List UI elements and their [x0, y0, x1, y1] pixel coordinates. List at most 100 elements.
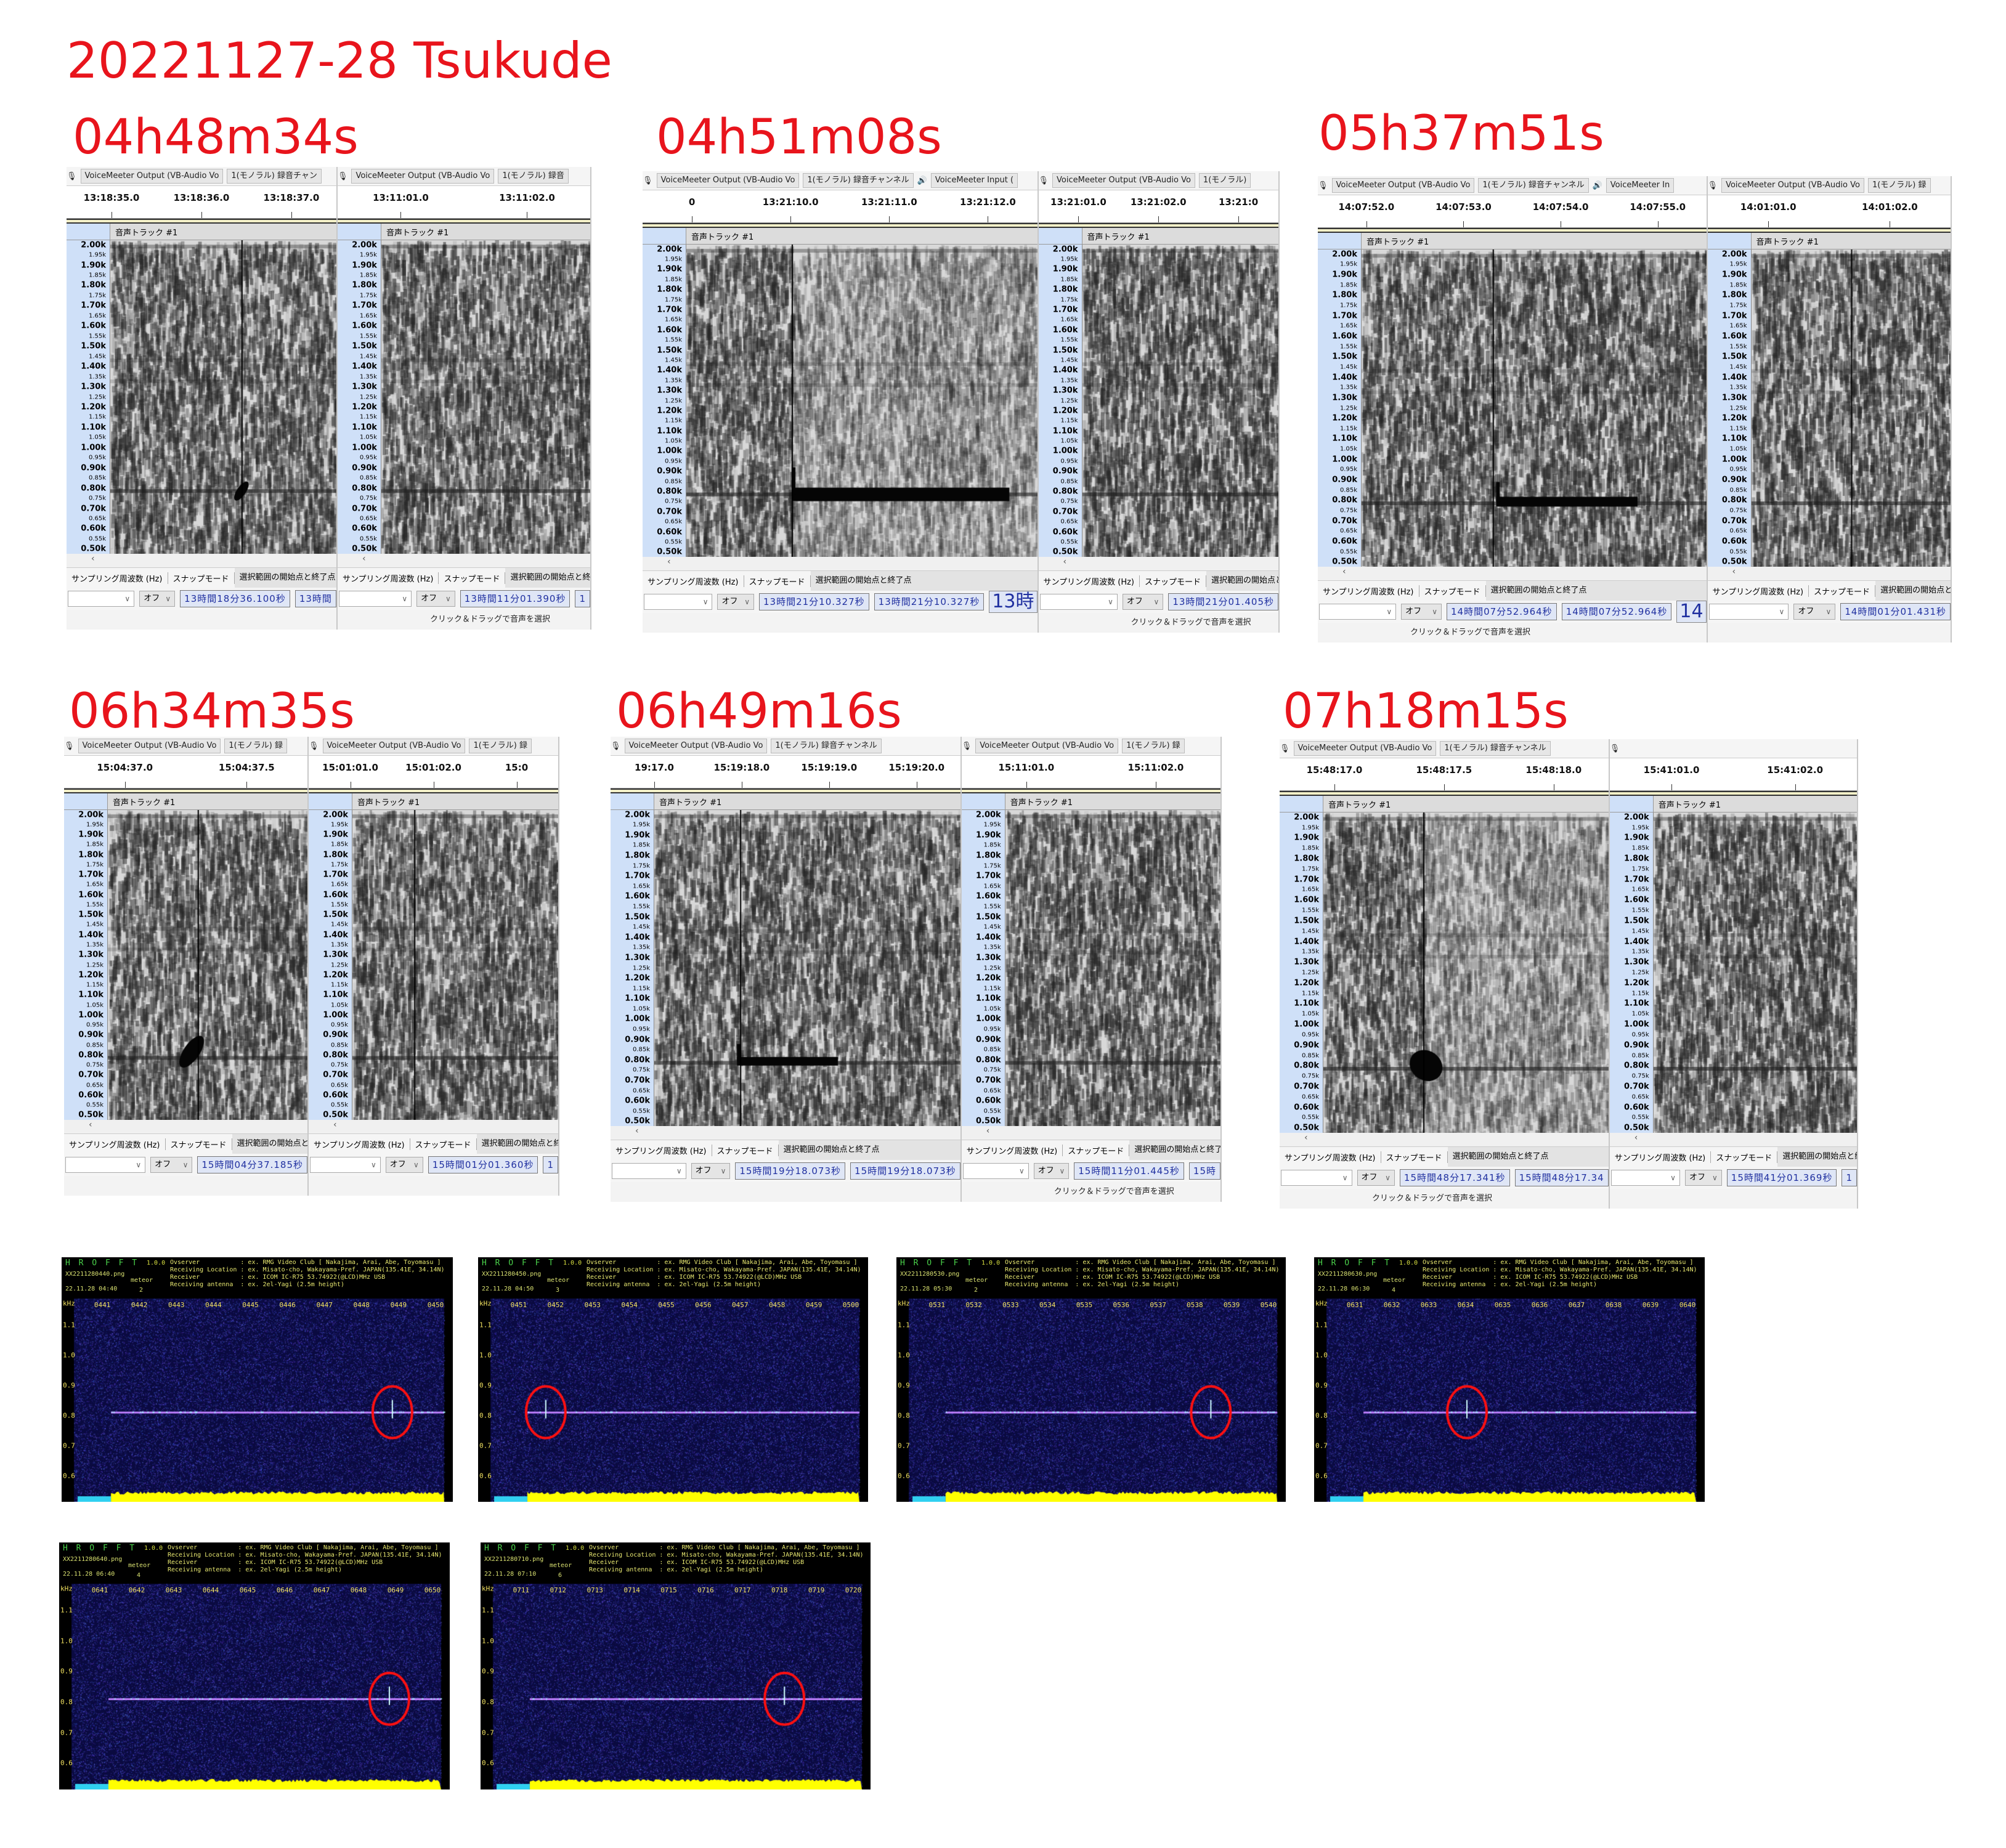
output-device-select[interactable]: VoiceMeeter In [1606, 178, 1675, 193]
spectrogram[interactable] [110, 240, 336, 554]
spectrogram[interactable] [1323, 813, 1609, 1133]
sample-rate-select[interactable] [68, 591, 135, 607]
horizontal-scrollbar[interactable]: ‹ [611, 1126, 960, 1140]
track-control[interactable] [961, 793, 1005, 809]
sample-rate-select[interactable] [65, 1157, 146, 1173]
timeline-ruler[interactable]: 0 13:21:10.0 13:21:11.0 13:21:12.0 [643, 190, 1038, 223]
selection-start[interactable]: 15時間01分01.360秒 [428, 1156, 538, 1173]
selection-end[interactable]: 13時間 [294, 590, 336, 607]
horizontal-scrollbar[interactable]: ‹ [643, 557, 1038, 571]
channel-select[interactable]: 1(モノラル) 録 [469, 739, 532, 753]
selection-start[interactable]: 15時間04分37.185秒 [197, 1156, 308, 1173]
selection-start[interactable]: 15時間19分18.073秒 [735, 1162, 846, 1180]
sample-rate-select[interactable] [1039, 594, 1118, 610]
horizontal-scrollbar[interactable]: ‹ [64, 1120, 308, 1134]
selection-end[interactable]: 14時間07分52.964秒 [1561, 603, 1672, 620]
horizontal-scrollbar[interactable]: ‹ [961, 1126, 1220, 1140]
track-control[interactable] [611, 793, 654, 809]
spectrogram-area[interactable]: 2.00k 1.95k 1.90k 1.85k 1.80k 1.75k 1.70k 1.65k… [1318, 249, 1707, 567]
track-control[interactable] [1318, 233, 1362, 249]
spectrogram-area[interactable]: 2.00k 1.95k 1.90k 1.85k 1.80k 1.75k 1.70k 1.65k… [337, 240, 590, 554]
selection-end[interactable]: 15時 [1188, 1162, 1220, 1180]
channel-select[interactable]: 1(モノラル) 録 [224, 739, 287, 753]
spectrogram-area[interactable]: 2.00k 1.95k 1.90k 1.85k 1.80k 1.75k 1.70k 1.65k… [67, 240, 336, 554]
spectrogram[interactable] [352, 810, 558, 1120]
spectrogram[interactable] [1082, 245, 1278, 557]
channel-select[interactable]: 1(モノラル) 録 [1122, 739, 1185, 753]
selection-end[interactable]: 1 [575, 590, 590, 607]
timeline-ruler[interactable]: 15:01:01.0 15:01:02.0 15:0 [309, 756, 558, 788]
timeline-ruler[interactable]: 15:04:37.0 15:04:37.5 [64, 756, 308, 788]
timeline-ruler[interactable]: 13:18:35.0 13:18:36.0 13:18:37.0 [67, 186, 336, 219]
horizontal-scrollbar[interactable]: ‹ [1609, 1133, 1857, 1147]
sample-rate-select[interactable] [310, 1157, 381, 1173]
input-device-select[interactable]: VoiceMeeter Output (VB-Audio Vo [624, 739, 768, 753]
snap-mode-select[interactable]: オフ [1793, 604, 1836, 620]
channel-select[interactable]: 1(モノラル) 録音チャンネル [1478, 178, 1589, 193]
selection-start[interactable]: 13時間21分10.327秒 [758, 593, 869, 610]
selection-start[interactable]: 13時間21分01.405秒 [1168, 593, 1278, 610]
timeline-ruler[interactable]: 19:17.0 15:19:18.0 15:19:19.0 15:19:20.0 [611, 756, 960, 788]
horizontal-scrollbar[interactable]: ‹ [1318, 567, 1707, 581]
horizontal-scrollbar[interactable]: ‹ [67, 554, 336, 568]
selection-start[interactable]: 15時間11分01.445秒 [1074, 1162, 1184, 1180]
track-control[interactable] [1038, 228, 1082, 244]
spectrogram[interactable] [381, 240, 590, 554]
track-control[interactable] [1280, 796, 1323, 812]
selection-start[interactable]: 14時間07分52.964秒 [1447, 603, 1557, 620]
selection-start[interactable]: 15時間41分01.369秒 [1726, 1169, 1837, 1186]
snap-mode-select[interactable]: オフ [1684, 1170, 1722, 1186]
horizontal-scrollbar[interactable]: ‹ [1038, 557, 1278, 571]
spectrogram[interactable] [654, 810, 960, 1126]
sample-rate-select[interactable] [612, 1163, 686, 1179]
spectrogram-area[interactable]: 2.00k 1.95k 1.90k 1.85k 1.80k 1.75k 1.70k 1.65k… [643, 245, 1038, 557]
output-device-select[interactable]: VoiceMeeter Input ( [930, 173, 1018, 188]
selection-start[interactable]: 14時間01分01.431秒 [1840, 603, 1951, 620]
timeline-ruler[interactable]: 13:21:01.0 13:21:02.0 13:21:0 [1038, 190, 1278, 223]
spectrogram-area[interactable]: 2.00k 1.95k 1.90k 1.85k 1.80k 1.75k 1.70k 1.65k… [611, 810, 960, 1126]
track-control[interactable] [337, 224, 381, 240]
snap-mode-select[interactable]: オフ [1122, 594, 1164, 610]
spectrogram[interactable] [1005, 810, 1220, 1126]
snap-mode-select[interactable]: オフ [385, 1157, 423, 1173]
selection-start[interactable]: 13時間11分01.390秒 [460, 590, 571, 607]
spectrogram-area[interactable]: 2.00k 1.95k 1.90k 1.85k 1.80k 1.75k 1.70k 1.65k… [1609, 813, 1857, 1133]
snap-mode-select[interactable]: オフ [691, 1163, 731, 1179]
spectrogram-area[interactable]: 2.00k 1.95k 1.90k 1.85k 1.80k 1.75k 1.70k 1.65k… [1707, 249, 1951, 567]
spectrogram[interactable] [108, 810, 308, 1120]
input-device-select[interactable]: VoiceMeeter Output (VB-Audio Vo [80, 169, 224, 184]
input-device-select[interactable]: VoiceMeeter Output (VB-Audio Vo [975, 739, 1119, 753]
input-device-select[interactable]: VoiceMeeter Output (VB-Audio Vo [78, 739, 221, 753]
timeline-ruler[interactable]: 14:07:52.0 14:07:53.0 14:07:54.0 14:07:55.0 [1318, 195, 1707, 228]
spectrogram-area[interactable]: 2.00k 1.95k 1.90k 1.85k 1.80k 1.75k 1.70k 1.65k… [309, 810, 558, 1120]
timeline-ruler[interactable]: 15:11:01.0 15:11:02.0 [961, 756, 1220, 788]
snap-mode-select[interactable]: オフ [1401, 604, 1442, 620]
snap-mode-select[interactable]: オフ [416, 591, 455, 607]
channel-select[interactable]: 1(モノラル) 録音チャンネル [1440, 741, 1551, 756]
track-control[interactable] [67, 224, 110, 240]
sample-rate-select[interactable] [1319, 604, 1397, 620]
spectrogram[interactable] [1362, 249, 1707, 567]
horizontal-scrollbar[interactable]: ‹ [309, 1120, 558, 1134]
spectrogram-area[interactable]: 2.00k 1.95k 1.90k 1.85k 1.80k 1.75k 1.70k 1.65k… [1038, 245, 1278, 557]
snap-mode-select[interactable]: オフ [1033, 1163, 1070, 1179]
input-device-select[interactable]: VoiceMeeter Output (VB-Audio Vo [351, 169, 495, 184]
sample-rate-select[interactable] [962, 1163, 1029, 1179]
selection-end[interactable]: 15時間48分17.34 [1514, 1169, 1609, 1186]
sample-rate-select[interactable] [1708, 604, 1789, 620]
track-control[interactable] [309, 793, 353, 809]
spectrogram-area[interactable]: 2.00k 1.95k 1.90k 1.85k 1.80k 1.75k 1.70k 1.65k… [1280, 813, 1609, 1133]
timeline-ruler[interactable]: 15:48:17.0 15:48:17.5 15:48:18.0 [1280, 758, 1609, 791]
snap-mode-select[interactable]: オフ [1357, 1170, 1395, 1186]
selection-end[interactable]: 15時間19分18.073秒 [850, 1162, 960, 1180]
horizontal-scrollbar[interactable]: ‹ [1707, 567, 1951, 581]
input-device-select[interactable]: VoiceMeeter Output (VB-Audio Vo [1331, 178, 1475, 193]
track-control[interactable] [643, 228, 686, 244]
channel-select[interactable]: 1(モノラル) 録音 [498, 169, 569, 184]
track-control[interactable] [1609, 796, 1654, 812]
spectrogram-area[interactable]: 2.00k 1.95k 1.90k 1.85k 1.80k 1.75k 1.70k 1.65k… [64, 810, 308, 1120]
horizontal-scrollbar[interactable]: ‹ [1280, 1133, 1609, 1147]
snap-mode-select[interactable]: オフ [717, 594, 754, 610]
snap-mode-select[interactable]: オフ [150, 1157, 193, 1173]
sample-rate-select[interactable] [1610, 1170, 1680, 1186]
